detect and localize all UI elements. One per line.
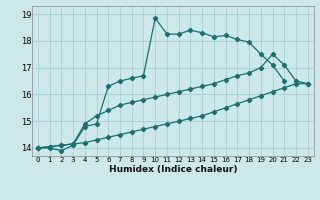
X-axis label: Humidex (Indice chaleur): Humidex (Indice chaleur) xyxy=(108,165,237,174)
